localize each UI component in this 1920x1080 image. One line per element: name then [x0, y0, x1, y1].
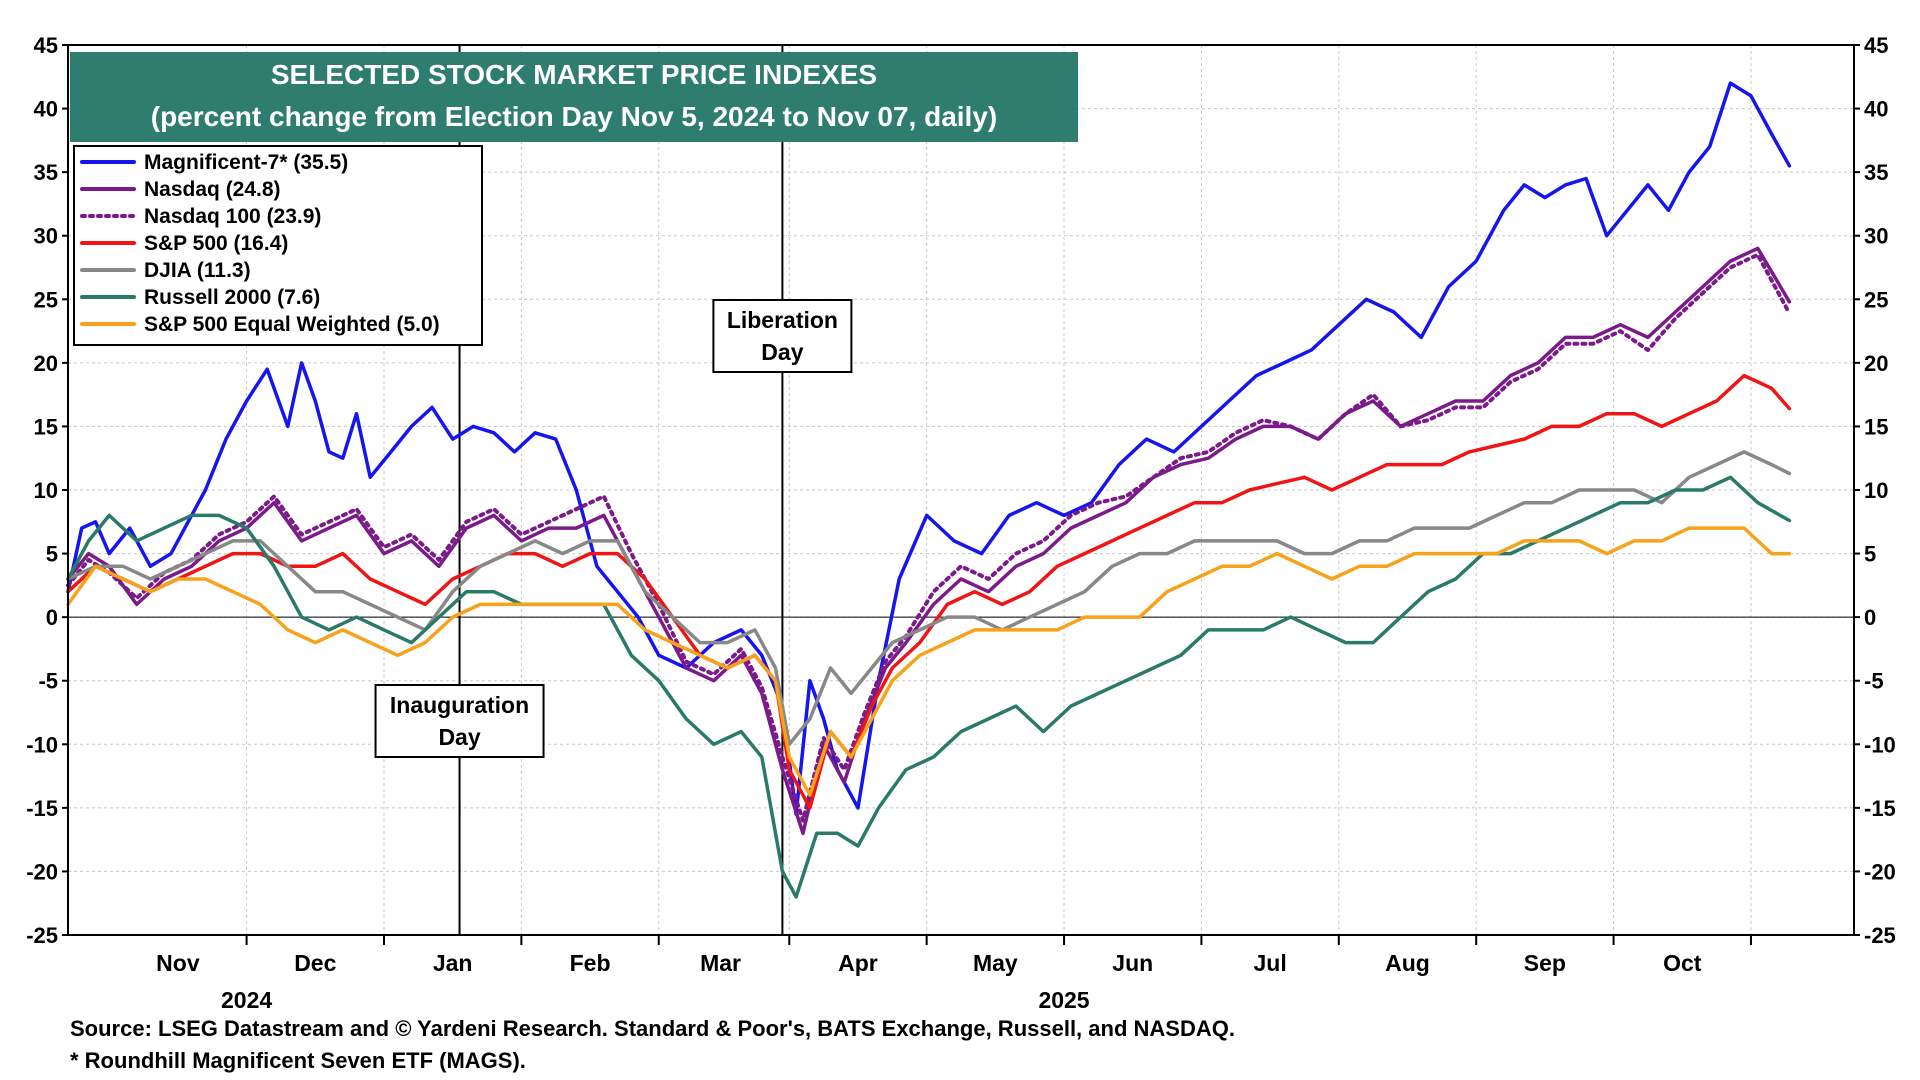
annotation-boxes: Inauguration Day Liberation Day — [374, 299, 853, 758]
y-tick-label-right: 10 — [1864, 478, 1888, 503]
x-month-label: Oct — [1663, 950, 1702, 976]
series-lines — [66, 81, 1792, 899]
y-tick-label-left: 10 — [34, 478, 58, 503]
x-year-label: 2025 — [1038, 987, 1089, 1013]
series-line-nasdaq-100 — [66, 252, 1792, 823]
x-month-label: Nov — [156, 950, 200, 976]
annotation-label: Day — [761, 339, 803, 365]
y-tick-label-left: -10 — [26, 732, 58, 757]
y-tick-label-right: 0 — [1864, 605, 1876, 630]
x-month-label: Sep — [1524, 950, 1566, 976]
y-tick-label-left: 25 — [34, 287, 58, 312]
grid — [68, 45, 1854, 935]
chart-title: SELECTED STOCK MARKET PRICE INDEXES — [271, 59, 877, 90]
legend: Magnificent-7* (35.5) Nasdaq (24.8) Nasdaq… — [73, 145, 483, 346]
x-month-label: Aug — [1385, 950, 1430, 976]
annotation-label: Liberation — [727, 307, 838, 333]
legend-label: S&P 500 Equal Weighted (5.0) — [144, 313, 440, 336]
x-month-label: Jun — [1112, 950, 1153, 976]
y-tick-label-right: -10 — [1864, 732, 1896, 757]
y-tick-label-left: -20 — [26, 859, 58, 884]
x-month-label: Dec — [294, 950, 336, 976]
series-line-s-p-500-equal-weighted — [66, 526, 1792, 797]
legend-box — [73, 145, 483, 346]
series-line-nasdaq — [66, 246, 1792, 836]
x-month-label: Jul — [1253, 950, 1286, 976]
y-tick-label-left: -25 — [26, 923, 58, 948]
y-tick-label-right: -25 — [1864, 923, 1896, 948]
series-line-magnificent-7 — [66, 81, 1792, 816]
y-tick-label-left: 35 — [34, 160, 58, 185]
y-tick-label-right: -15 — [1864, 796, 1896, 821]
y-tick-label-right: 30 — [1864, 224, 1888, 249]
legend-label: Nasdaq 100 (23.9) — [144, 205, 321, 228]
x-month-label: Apr — [838, 950, 878, 976]
annotation-label: Inauguration — [390, 692, 529, 718]
y-tick-label-left: 40 — [34, 97, 58, 122]
y-tick-label-left: 30 — [34, 224, 58, 249]
legend-label: S&P 500 (16.4) — [144, 232, 288, 255]
x-month-label: May — [973, 950, 1018, 976]
x-month-label: Feb — [570, 950, 611, 976]
legend-label: Russell 2000 (7.6) — [144, 286, 320, 309]
title-background — [70, 52, 1078, 142]
y-tick-label-left: 5 — [46, 542, 58, 567]
source-note: Source: LSEG Datastream and © Yardeni Re… — [70, 1016, 1235, 1041]
y-tick-label-right: 40 — [1864, 97, 1888, 122]
title-box: SELECTED STOCK MARKET PRICE INDEXES (perc… — [70, 52, 1078, 142]
y-tick-label-right: 20 — [1864, 351, 1888, 376]
legend-label: Magnificent-7* (35.5) — [144, 151, 348, 174]
y-tick-label-right: 35 — [1864, 160, 1888, 185]
annotation-box — [374, 684, 545, 758]
series-line-djia — [66, 450, 1792, 747]
footnote: * Roundhill Magnificent Seven ETF (MAGS)… — [70, 1048, 526, 1073]
y-tick-label-left: 15 — [34, 414, 58, 439]
legend-label: Nasdaq (24.8) — [144, 178, 281, 201]
y-tick-label-right: 15 — [1864, 414, 1888, 439]
y-tick-label-left: -15 — [26, 796, 58, 821]
x-month-label: Jan — [433, 950, 473, 976]
chart-subtitle: (percent change from Election Day Nov 5,… — [151, 101, 997, 132]
y-tick-label-right: -20 — [1864, 859, 1896, 884]
annotation-label: Day — [438, 724, 480, 750]
y-tick-label-right: 5 — [1864, 542, 1876, 567]
y-tick-label-right: 45 — [1864, 33, 1888, 58]
y-tick-label-right: -5 — [1864, 669, 1884, 694]
y-tick-label-right: 25 — [1864, 287, 1888, 312]
series-line-s-p-500 — [66, 373, 1792, 810]
y-tick-label-left: -5 — [38, 669, 58, 694]
axes: 45 45 40 40 35 35 30 30 25 25 20 20 15 15 10 10 5 5 0 0 -5 -5… — [26, 33, 1896, 1013]
y-tick-label-left: 20 — [34, 351, 58, 376]
y-tick-label-left: 45 — [34, 33, 58, 58]
y-tick-label-left: 0 — [46, 605, 58, 630]
legend-label: DJIA (11.3) — [144, 259, 251, 282]
x-month-label: Mar — [700, 950, 741, 976]
x-year-label: 2024 — [221, 987, 272, 1013]
annotation-box — [712, 299, 853, 373]
